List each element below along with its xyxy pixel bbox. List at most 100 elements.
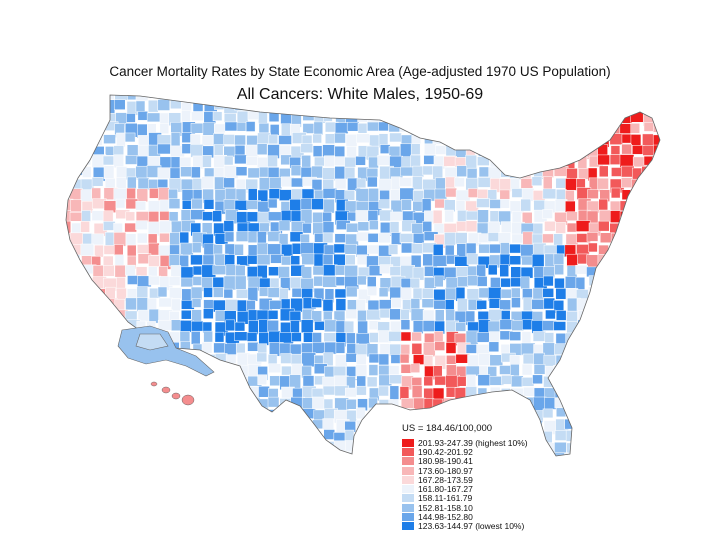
sea-region — [66, 255, 72, 266]
sea-region — [104, 354, 120, 370]
sea-region — [190, 254, 203, 266]
sea-region — [576, 387, 588, 399]
sea-region — [291, 332, 302, 342]
sea-region — [245, 442, 257, 454]
sea-region — [104, 344, 118, 356]
sea-region — [554, 132, 569, 147]
sea-region — [267, 231, 281, 242]
sea-region — [334, 122, 349, 134]
sea-region — [347, 299, 358, 310]
sea-region — [70, 330, 84, 346]
sea-region — [191, 320, 204, 332]
sea-region — [335, 354, 348, 368]
sea-region — [476, 276, 488, 287]
sea-region — [554, 110, 567, 124]
sea-region — [80, 155, 91, 166]
sea-region — [335, 453, 347, 456]
sea-region — [500, 101, 510, 114]
sea-region — [66, 132, 74, 144]
sea-region — [575, 365, 590, 378]
sea-region — [378, 110, 392, 122]
sea-region — [70, 101, 83, 112]
sea-region — [653, 222, 660, 237]
sea-region — [564, 276, 578, 289]
sea-region — [102, 155, 115, 166]
sea-region — [589, 123, 599, 134]
sea-region — [247, 254, 258, 265]
sea-region — [499, 157, 513, 169]
sea-region — [532, 123, 542, 138]
sea-region — [66, 408, 72, 422]
sea-region — [455, 95, 466, 105]
sea-region — [653, 377, 660, 392]
sea-region — [466, 253, 479, 265]
legend-label: 123.63-144.97 (lowest 10%) — [418, 521, 525, 532]
sea-region — [597, 364, 613, 378]
sea-region — [489, 354, 504, 366]
sea-region — [312, 342, 326, 354]
sea-region — [334, 288, 347, 299]
sea-region — [181, 309, 192, 320]
sea-region — [235, 409, 249, 423]
sea-region — [278, 440, 290, 452]
sea-region — [554, 264, 564, 275]
sea-region — [322, 101, 337, 115]
sea-region — [335, 342, 346, 354]
sea-region — [423, 354, 434, 367]
sea-region — [324, 155, 335, 167]
sea-region — [72, 276, 85, 287]
sea-region — [630, 134, 642, 146]
sea-region — [91, 385, 104, 396]
sea-region — [234, 275, 247, 291]
sea-region — [247, 188, 258, 202]
sea-region — [467, 133, 481, 146]
sea-region — [620, 364, 636, 375]
sea-region — [543, 176, 553, 190]
sea-region — [202, 396, 214, 411]
sea-region — [500, 242, 510, 256]
sea-region — [280, 452, 293, 456]
sea-region — [467, 275, 479, 287]
sea-region — [269, 421, 283, 436]
sea-region — [654, 277, 660, 288]
sea-region — [522, 319, 533, 330]
sea-region — [344, 243, 358, 255]
sea-region — [478, 145, 492, 157]
sea-region — [160, 451, 172, 456]
sea-region — [333, 243, 346, 254]
sea-region — [91, 233, 104, 246]
sea-region — [125, 233, 137, 246]
sea-region — [92, 431, 106, 443]
sea-region — [267, 320, 279, 333]
sea-region — [125, 297, 137, 311]
sea-region — [71, 396, 83, 408]
sea-region — [621, 308, 631, 324]
sea-region — [160, 420, 170, 436]
sea-region — [621, 352, 636, 366]
sea-region — [83, 365, 96, 377]
sea-region — [566, 321, 581, 334]
legend-row: 201.93-247.39 (highest 10%) — [402, 438, 702, 448]
sea-region — [181, 95, 191, 102]
sea-region — [245, 121, 256, 132]
sea-region — [235, 386, 250, 401]
sea-region — [235, 95, 245, 100]
sea-region — [267, 211, 283, 222]
sea-region — [312, 145, 323, 157]
sea-region — [71, 408, 85, 420]
sea-region — [521, 363, 533, 376]
map-subtitle: All Cancers: White Males, 1950-69 — [236, 86, 484, 103]
sea-region — [509, 95, 520, 102]
sea-region — [71, 288, 81, 303]
sea-region — [400, 287, 412, 300]
sea-region — [490, 277, 501, 288]
sea-region — [367, 176, 378, 188]
sea-region — [379, 144, 391, 154]
legend-row: 144.98-152.80 — [402, 512, 702, 522]
sea-region — [92, 121, 104, 131]
sea-region — [192, 178, 203, 191]
sea-region — [489, 331, 500, 343]
sea-region — [202, 254, 215, 266]
sea-region — [93, 112, 104, 127]
sea-region — [511, 233, 524, 244]
